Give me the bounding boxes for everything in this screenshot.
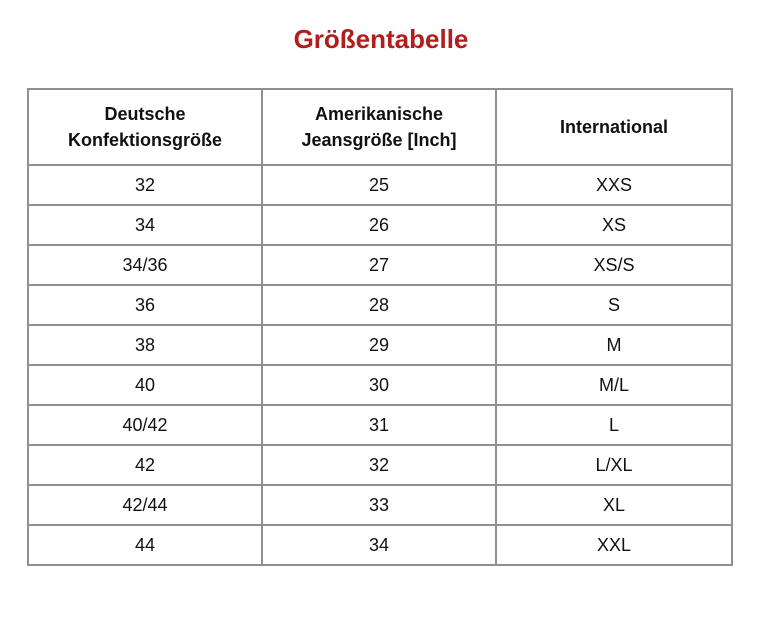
header-german-size: Deutsche Konfektionsgröße [27,88,263,166]
cell-international: M [495,324,733,366]
cell-german-size: 34 [27,204,263,246]
cell-international: L [495,404,733,446]
table-row: 44 34 XXL [27,524,733,566]
cell-german-size: 42 [27,444,263,486]
cell-jeans-size: 30 [261,364,497,406]
header-row: Deutsche Konfektionsgröße Amerikanische … [27,88,733,166]
cell-jeans-size: 26 [261,204,497,246]
header-international: International [495,88,733,166]
cell-german-size: 42/44 [27,484,263,526]
cell-jeans-size: 31 [261,404,497,446]
cell-international: XL [495,484,733,526]
cell-international: M/L [495,364,733,406]
cell-international: XXS [495,164,733,206]
size-table: Deutsche Konfektionsgröße Amerikanische … [27,88,733,566]
table-row: 34 26 XS [27,204,733,246]
cell-german-size: 44 [27,524,263,566]
table-row: 42 32 L/XL [27,444,733,486]
cell-international: L/XL [495,444,733,486]
cell-jeans-size: 29 [261,324,497,366]
page-title: Größentabelle [293,24,469,54]
table-row: 40 30 M/L [27,364,733,406]
cell-international: XS [495,204,733,246]
header-american-jeans-size: Amerikanische Jeansgröße [Inch] [261,88,497,166]
table-row: 40/42 31 L [27,404,733,446]
cell-international: S [495,284,733,326]
table-row: 36 28 S [27,284,733,326]
table-body: 32 25 XXS 34 26 XS 34/36 27 XS/S 36 28 S… [27,164,733,566]
table-row: 38 29 M [27,324,733,366]
cell-jeans-size: 32 [261,444,497,486]
cell-german-size: 38 [27,324,263,366]
table-row: 32 25 XXS [27,164,733,206]
cell-jeans-size: 33 [261,484,497,526]
cell-german-size: 32 [27,164,263,206]
cell-jeans-size: 34 [261,524,497,566]
cell-german-size: 36 [27,284,263,326]
cell-international: XXL [495,524,733,566]
table-row: 34/36 27 XS/S [27,244,733,286]
cell-german-size: 34/36 [27,244,263,286]
cell-german-size: 40/42 [27,404,263,446]
cell-jeans-size: 27 [261,244,497,286]
table-row: 42/44 33 XL [27,484,733,526]
cell-german-size: 40 [27,364,263,406]
cell-jeans-size: 28 [261,284,497,326]
cell-jeans-size: 25 [261,164,497,206]
table-header: Deutsche Konfektionsgröße Amerikanische … [27,88,733,166]
cell-international: XS/S [495,244,733,286]
